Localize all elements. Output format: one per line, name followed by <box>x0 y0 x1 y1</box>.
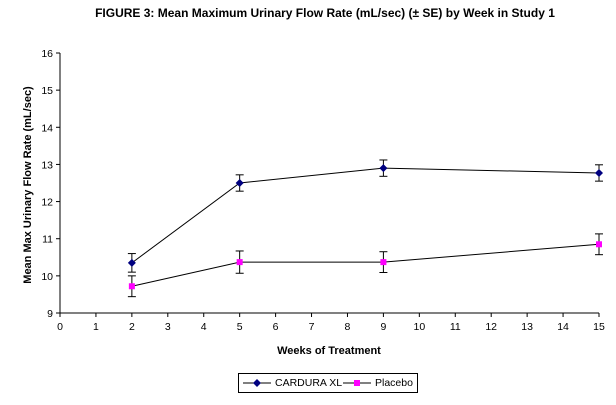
y-tick-label: 12 <box>41 197 53 209</box>
data-point <box>379 164 388 173</box>
legend-label-placebo: Placebo <box>375 377 413 389</box>
x-tick-label: 11 <box>450 321 461 333</box>
x-tick-label: 9 <box>380 321 386 333</box>
y-axis-title: Mean Max Urinary Flow Rate (mL/sec) <box>22 86 34 284</box>
x-tick-label: 14 <box>557 321 569 333</box>
x-tick-label: 12 <box>485 321 497 333</box>
data-point <box>127 258 136 267</box>
x-tick-label: 4 <box>201 321 207 333</box>
x-axis-title: Weeks of Treatment <box>277 345 381 357</box>
legend-label-cardura: CARDURA XL <box>275 377 343 389</box>
chart-marks <box>127 159 603 298</box>
y-tick-label: 16 <box>41 48 53 60</box>
x-tick-label: 15 <box>593 321 605 333</box>
y-tick-label: 10 <box>41 271 53 283</box>
x-tick-label: 5 <box>237 321 243 333</box>
data-point <box>128 283 135 290</box>
y-tick-label: 15 <box>41 85 53 97</box>
y-tick-label: 9 <box>47 308 53 320</box>
x-tick-label: 7 <box>309 321 315 333</box>
x-tick-label: 8 <box>345 321 351 333</box>
legend-swatch-cardura <box>243 379 271 387</box>
x-tick-label: 2 <box>129 321 135 333</box>
x-tick-label: 0 <box>57 321 63 333</box>
x-tick-label: 1 <box>93 321 99 333</box>
data-point <box>595 168 603 177</box>
y-tick-label: 11 <box>42 234 53 246</box>
y-tick-label: 14 <box>41 122 53 134</box>
data-point <box>596 241 602 248</box>
x-tick-label: 3 <box>165 321 171 333</box>
series-line-1 <box>131 243 600 287</box>
x-tick-label: 13 <box>521 321 533 333</box>
chart-title: FIGURE 3: Mean Maximum Urinary Flow Rate… <box>95 6 555 20</box>
data-point <box>236 259 243 266</box>
legend-swatch-placebo <box>343 380 371 386</box>
x-tick-label: 10 <box>413 321 425 333</box>
y-tick-label: 13 <box>41 159 53 171</box>
legend: CARDURA XL Placebo <box>238 373 418 393</box>
data-point <box>380 259 387 266</box>
x-tick-label: 6 <box>273 321 279 333</box>
series-line-0 <box>131 167 600 264</box>
data-point <box>235 179 244 187</box>
